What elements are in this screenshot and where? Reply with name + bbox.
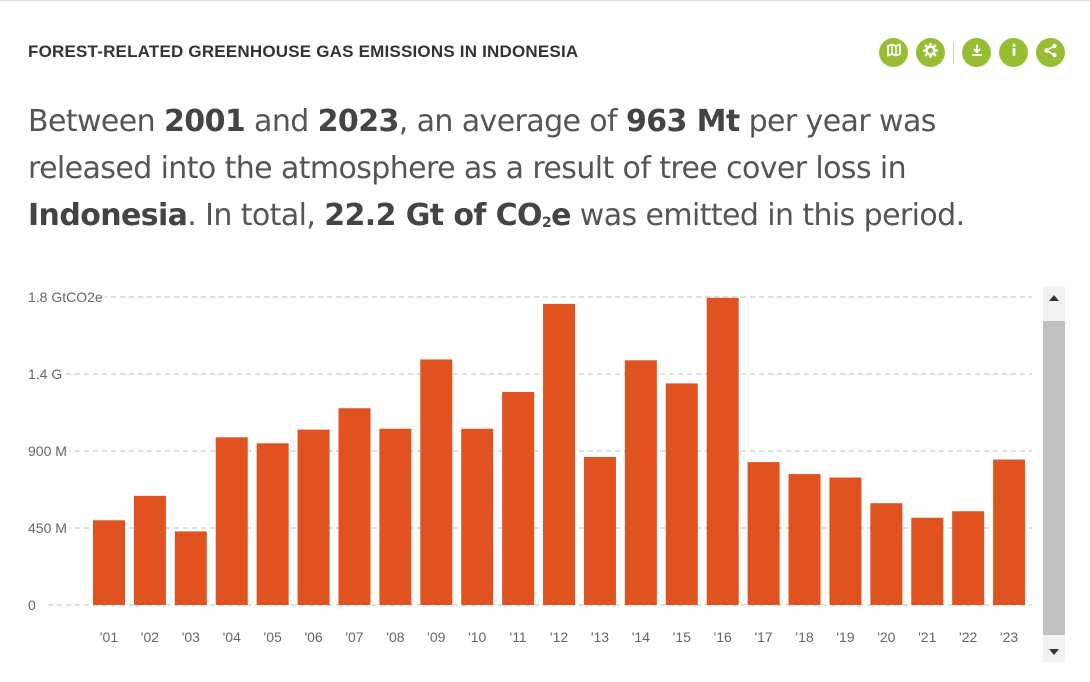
x-tick-label: '14 <box>632 629 650 645</box>
map-button[interactable] <box>879 38 908 67</box>
x-tick-label: '16 <box>714 629 732 645</box>
summary-start-year: 2001 <box>164 104 246 139</box>
bar <box>747 462 780 605</box>
download-icon <box>970 43 984 62</box>
summary-location: Indonesia <box>28 198 188 233</box>
y-tick-label: 0 <box>28 597 36 613</box>
bar <box>788 474 821 605</box>
bar <box>174 531 207 605</box>
bar <box>952 511 985 605</box>
summary-text: , an average of <box>398 104 626 139</box>
emissions-chart: 0 450 M 900 M 1.4 G 1.8 GtCO2e '01 '02 '03 '04 '0… <box>0 280 1040 660</box>
bar <box>93 520 125 605</box>
x-tick-label: '12 <box>550 629 568 645</box>
summary-text: per year was released into the atmospher… <box>28 104 936 186</box>
bar <box>624 360 657 605</box>
summary-text: . In total, <box>187 198 325 233</box>
scroll-up-button[interactable] <box>1043 286 1065 308</box>
x-tick-label: '18 <box>795 629 813 645</box>
x-tick-label: '22 <box>959 629 977 645</box>
settings-button[interactable] <box>916 38 945 67</box>
x-tick-label: '21 <box>918 629 936 645</box>
bar <box>133 495 166 605</box>
x-tick-label: '06 <box>304 629 322 645</box>
info-button[interactable] <box>999 38 1028 67</box>
bar <box>665 383 698 605</box>
x-tick-label: '04 <box>223 629 241 645</box>
bar <box>706 297 739 605</box>
scrollbar-thumb[interactable] <box>1043 321 1065 635</box>
download-button[interactable] <box>962 38 991 67</box>
x-tick-label: '07 <box>345 629 363 645</box>
x-tick-label: '11 <box>510 629 527 645</box>
summary-average: 963 Mt <box>625 104 740 139</box>
share-icon <box>1043 43 1058 63</box>
summary-text: was emitted in this period. <box>570 198 965 233</box>
bar <box>461 428 494 605</box>
share-button[interactable] <box>1036 38 1065 67</box>
y-tick-label-bg <box>26 289 105 305</box>
y-tick-label-bg <box>26 366 65 382</box>
x-tick-label: '09 <box>427 629 445 645</box>
x-tick-label: '15 <box>673 629 691 645</box>
bar <box>502 391 535 605</box>
x-tick-label: '10 <box>468 629 486 645</box>
summary-statement: Between 2001 and 2023, an average of 963… <box>28 98 1068 245</box>
summary-total: 22.2 Gt of CO2e <box>324 198 571 233</box>
x-tick-label: '01 <box>100 629 118 645</box>
x-tick-label: '20 <box>877 629 895 645</box>
x-tick-label: '05 <box>264 629 282 645</box>
summary-end-year: 2023 <box>317 104 400 139</box>
summary-total-value: 22.2 Gt of CO <box>324 198 542 233</box>
y-tick-label-bg <box>26 443 69 459</box>
x-tick-label: '17 <box>754 629 772 645</box>
gear-icon <box>922 42 939 63</box>
bar <box>543 303 576 605</box>
toolbar-divider <box>953 41 954 64</box>
bar <box>215 437 248 605</box>
scroll-down-button[interactable] <box>1043 640 1065 662</box>
chart-scrollbar[interactable] <box>1043 286 1065 662</box>
y-tick-label: 450 M <box>28 520 67 536</box>
x-tick-label: '03 <box>182 629 200 645</box>
triangle-up-icon <box>1049 288 1059 306</box>
x-tick-label: '13 <box>591 629 609 645</box>
bar <box>420 359 453 605</box>
bar <box>911 517 944 605</box>
widget-title: FOREST-RELATED GREENHOUSE GAS EMISSIONS … <box>28 42 579 61</box>
bar <box>993 459 1026 605</box>
bar <box>583 456 616 605</box>
bar <box>256 443 289 605</box>
map-icon <box>886 43 901 62</box>
bar <box>338 408 371 605</box>
x-tick-label: '23 <box>1000 629 1018 645</box>
summary-total-subscript: 2 <box>541 215 552 231</box>
summary-total-suffix: e <box>551 198 571 233</box>
y-tick-label: 1.4 G <box>28 366 62 382</box>
x-tick-label: '02 <box>141 629 159 645</box>
y-tick-label: 1.8 GtCO2e <box>28 289 103 305</box>
top-divider <box>0 0 1090 1</box>
x-tick-label: '08 <box>386 629 404 645</box>
triangle-down-icon <box>1049 642 1059 660</box>
bar <box>297 429 330 605</box>
widget-toolbar <box>871 38 1065 67</box>
bar <box>829 477 862 605</box>
bar-chart-svg: 0 450 M 900 M 1.4 G 1.8 GtCO2e '01 '02 '03 '04 '0… <box>26 289 1032 645</box>
y-tick-label: 900 M <box>28 443 67 459</box>
bar <box>870 503 903 605</box>
summary-text: Between <box>28 104 165 139</box>
info-icon <box>1007 43 1021 62</box>
bar <box>379 428 412 605</box>
x-tick-label: '19 <box>836 629 854 645</box>
summary-text: and <box>245 104 318 139</box>
y-tick-label-bg <box>26 520 69 536</box>
